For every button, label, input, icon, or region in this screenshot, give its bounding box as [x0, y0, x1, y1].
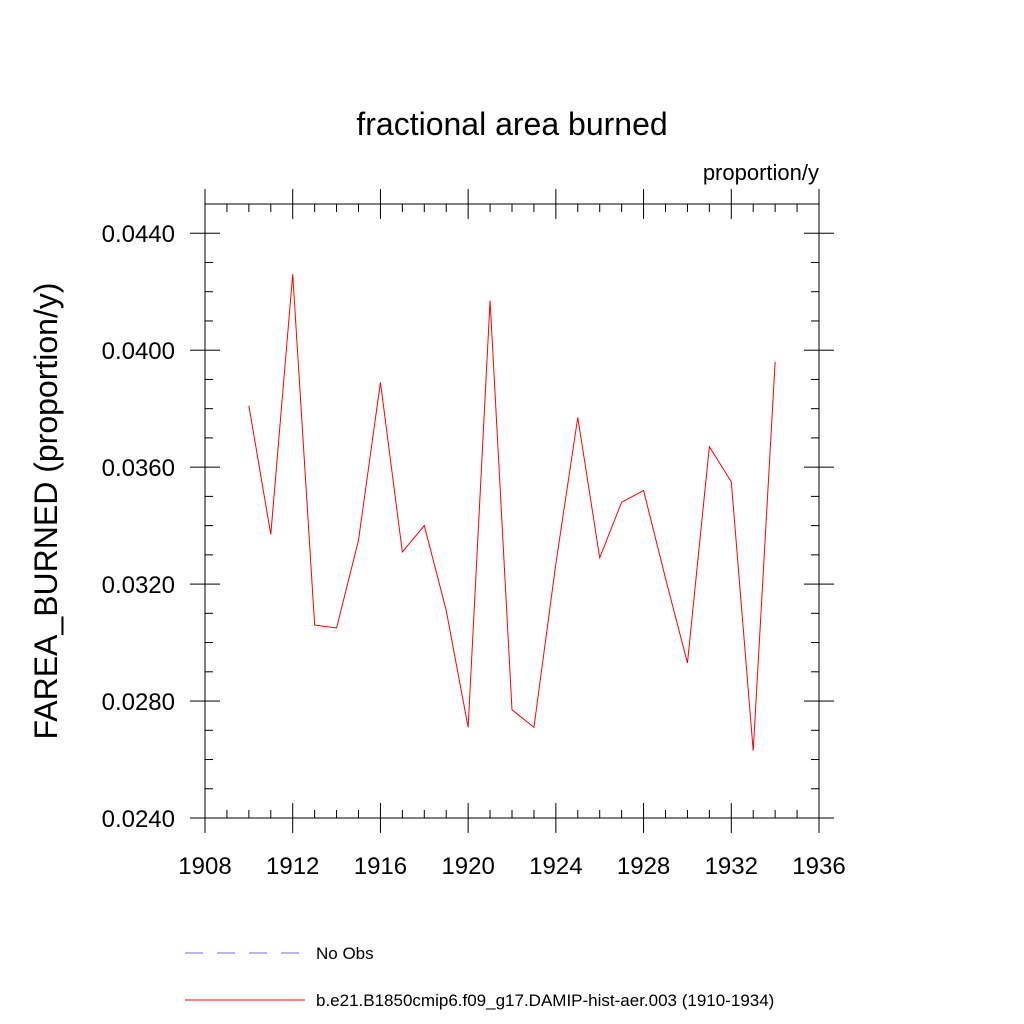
- x-tick-label: 1920: [441, 853, 494, 880]
- y-tick-label: 0.0320: [102, 572, 175, 599]
- x-tick-label: 1924: [529, 853, 582, 880]
- y-tick-label: 0.0240: [102, 806, 175, 833]
- series-lines: [248, 274, 776, 751]
- tick-labels: 1908 1912 1916 1920 1924 1928 1932 1936 0.0240 0.…: [102, 221, 846, 880]
- tick-marks: [190, 189, 834, 833]
- legend-label: b.e21.B1850cmip6.f09_g17.DAMIP-hist-aer.…: [316, 991, 774, 1010]
- units-label: proportion/y: [703, 160, 819, 185]
- x-tick-label: 1908: [178, 853, 231, 880]
- plot-frame: [204, 203, 820, 819]
- x-tick-label: 1936: [792, 853, 845, 880]
- legend-label: No Obs: [316, 944, 374, 963]
- legend: No Obs b.e21.B1850cmip6.f09_g17.DAMIP-his…: [185, 944, 774, 1010]
- y-tick-label: 0.0440: [102, 221, 175, 248]
- x-tick-label: 1912: [266, 853, 319, 880]
- x-tick-label: 1916: [354, 853, 407, 880]
- x-tick-label: 1928: [617, 853, 670, 880]
- series-line: [248, 274, 776, 751]
- x-tick-label: 1932: [705, 853, 758, 880]
- y-tick-label: 0.0360: [102, 455, 175, 482]
- chart-title: fractional area burned: [356, 106, 667, 142]
- y-axis-label: FAREA_BURNED (proportion/y): [28, 282, 64, 739]
- y-tick-label: 0.0280: [102, 689, 175, 716]
- y-tick-label: 0.0400: [102, 338, 175, 365]
